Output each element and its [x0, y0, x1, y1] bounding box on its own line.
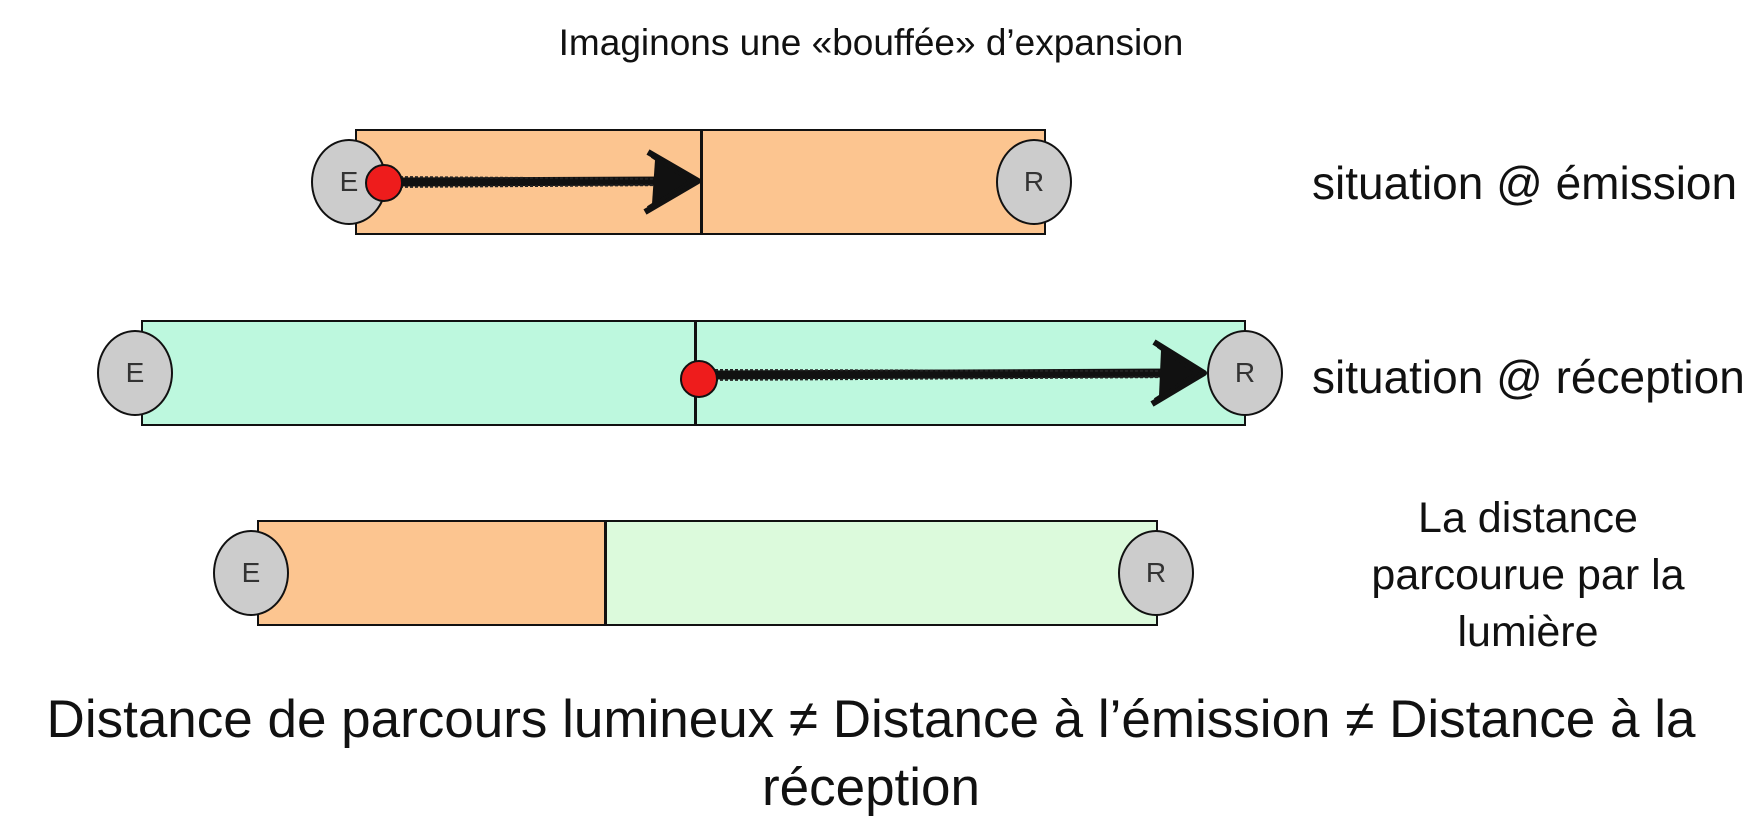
- emitter-node-travel: E: [213, 530, 289, 616]
- emitter-label: E: [339, 166, 359, 197]
- light-arrow-emission: [385, 149, 701, 215]
- receiver-label: R: [1145, 557, 1167, 588]
- label-line: lumière: [1457, 608, 1599, 656]
- emitter-label: E: [241, 557, 261, 588]
- label-emission: situation @ émission: [1312, 157, 1738, 209]
- emitter-label: E: [125, 357, 145, 388]
- conclusion: Distance de parcours lumineux ≠ Distance…: [0, 686, 1742, 822]
- emission-bar-midpoint: [700, 131, 703, 233]
- receiver-node-travel: R: [1118, 530, 1194, 616]
- emitter-node-reception: E: [97, 330, 173, 416]
- light-arrow-reception: [705, 339, 1207, 407]
- label-line: La distance: [1418, 494, 1638, 542]
- emission-bar: [355, 129, 1046, 235]
- receiver-node-reception: R: [1207, 330, 1283, 416]
- diagram-title: Imaginons une «bouffée» d’expansion: [558, 22, 1184, 63]
- photon-dot-emission: [365, 164, 403, 202]
- receiver-label: R: [1234, 357, 1256, 388]
- travel-bar: [257, 520, 1158, 626]
- travel-bar-expansion-segment: [605, 522, 1156, 624]
- receiver-node-emission: R: [996, 139, 1072, 225]
- emission-bar-right-segment: [701, 131, 1044, 233]
- travel-bar-emission-segment: [259, 522, 605, 624]
- conclusion-line: Distance de parcours lumineux ≠ Distance…: [46, 690, 1696, 749]
- receiver-label: R: [1023, 166, 1045, 197]
- label-line: parcourue par la: [1371, 551, 1685, 599]
- label-reception: situation @ réception: [1312, 351, 1742, 403]
- label-light-distance: La distance parcourue par la lumière: [1358, 490, 1698, 661]
- conclusion-line: réception: [761, 758, 981, 817]
- travel-bar-midpoint: [604, 522, 607, 624]
- reception-bar-left-segment: [143, 322, 695, 424]
- photon-dot-reception: [680, 360, 718, 398]
